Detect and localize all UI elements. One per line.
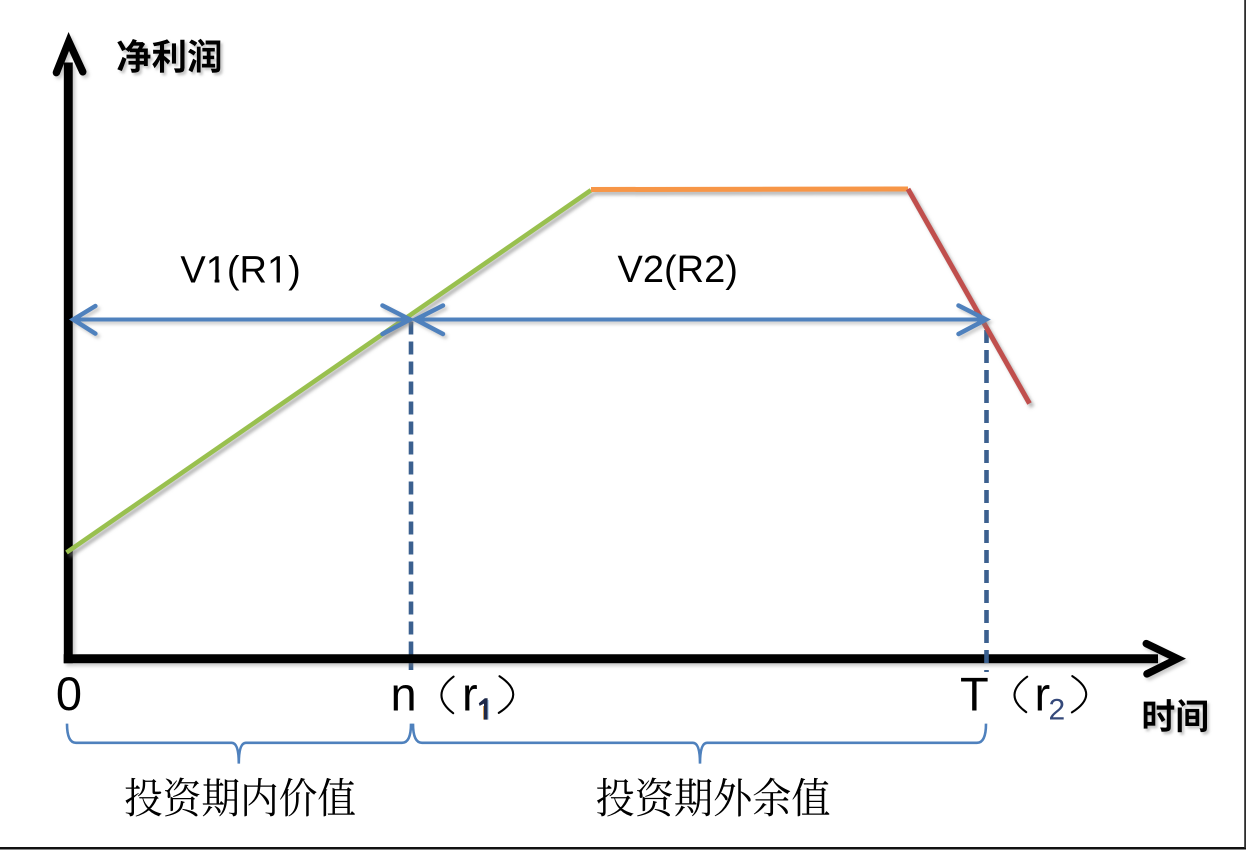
svg-text:n: n [391, 668, 417, 721]
svg-text:2: 2 [1049, 694, 1066, 727]
svg-text:V1(R1): V1(R1) [180, 250, 300, 292]
svg-text:T: T [960, 668, 989, 721]
svg-text:0: 0 [56, 667, 82, 720]
svg-text:V2(R2): V2(R2) [618, 249, 738, 291]
svg-text:r: r [462, 668, 478, 721]
svg-text:r: r [1035, 668, 1051, 721]
